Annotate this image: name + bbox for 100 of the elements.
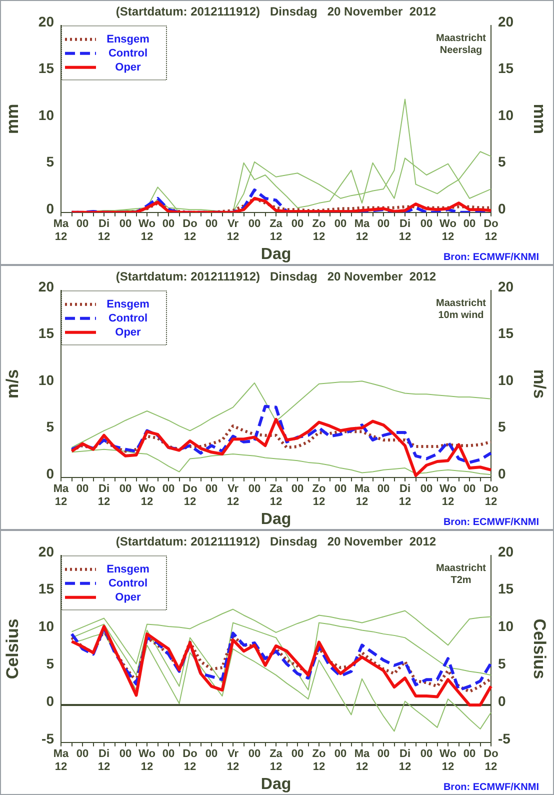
y2-tick-label: 15 [498,325,514,342]
x-tick-label: Di 12 [398,218,412,244]
x-tick-label: 00 [162,483,175,496]
x-tick-label: Zo 12 [312,483,326,508]
x-tick-label: Vr 12 [226,483,240,508]
y2-tick-label: 5 [498,655,506,672]
y2-tick-label: 5 [498,418,506,435]
x-tick-label: Do 12 [484,483,499,508]
y2-tick-label: 20 [498,13,514,30]
x-tick-label: 00 [334,218,347,230]
y-axis-title: m/s [2,369,22,399]
x-tick-label: Zo 12 [312,218,326,244]
x-tick-label: 00 [291,748,304,760]
x-tick-label: Za 12 [270,483,284,508]
x-tick-label: Do 12 [484,748,499,774]
legend-label: Ensgem [106,298,150,310]
x-axis-title: Dag [260,510,292,528]
y2-axis-title: Celsius [530,618,550,680]
y-axis-title: Celsius [2,618,22,680]
annotation: Maastricht 10m wind [436,298,487,322]
x-tick-label: Do 12 [182,218,198,244]
x-tick-label: Wo 12 [138,218,156,244]
y-tick-label: 15 [38,60,54,76]
x-tick-label: Wo 12 [440,483,457,508]
x-tick-label: Vr 12 [226,748,240,774]
x-tick-label: 00 [291,483,304,496]
x-tick-label: 00 [420,483,433,496]
y2-axis-title: m/s [530,369,550,399]
text: Bron: ECMWF/KNMI [443,252,540,263]
y2-tick-label: 20 [498,278,514,294]
y2-tick-label: -5 [498,730,511,746]
x-tick-label: Di 12 [398,748,412,774]
y-tick-label: 15 [38,580,54,597]
legend-label: Oper [115,61,142,74]
x-tick-label: Do 12 [484,218,499,244]
x-tick-label: 00 [377,748,390,760]
y2-tick-label: 0 [498,465,506,482]
y-tick-label: 15 [38,325,54,342]
y-tick-label: 10 [38,106,54,123]
x-tick-label: 00 [463,218,476,230]
y-tick-label: 20 [38,278,54,294]
x-tick-label: Ma 12 [354,218,371,244]
x-tick-label: Wo 12 [138,748,156,774]
x-tick-label: Zo 12 [312,748,326,774]
y-tick-label: 0 [46,692,54,709]
y-tick-label: 5 [46,655,54,672]
x-tick-label: 00 [76,748,89,760]
y-tick-label: -5 [42,730,54,746]
y-tick-label: 10 [38,618,54,634]
x-tick-label: Ma 12 [53,218,70,244]
x-tick-label: Vr 12 [226,218,240,244]
chart-title: (Startdatum: 2012111912) Dinsdag 20 November 2012 [116,534,436,549]
x-tick-label: 00 [205,218,218,230]
legend-label: Control [108,577,148,590]
y2-tick-label: 15 [498,580,514,597]
x-tick-label: 00 [119,218,132,230]
y-tick-label: 20 [38,543,54,560]
x-tick-label: 00 [463,483,476,496]
annotation: Maastricht Neerslag [436,33,487,56]
x-tick-label: 00 [334,483,347,496]
y-tick-label: 5 [46,418,54,435]
legend-label: Ensgem [106,33,150,46]
y-tick-label: 10 [38,372,54,388]
y-tick-label: 20 [38,13,54,30]
x-axis-title: Dag [260,776,292,793]
x-tick-label: 00 [248,218,261,230]
y2-tick-label: 0 [498,200,506,216]
chart-title: (Startdatum: 2012111912) Dinsdag 20 November 2012 [116,4,436,19]
legend-label: Ensgem [106,563,150,576]
x-tick-label: Di 12 [98,218,110,244]
x-tick-label: 00 [119,483,132,496]
x-tick-label: Za 12 [270,748,284,774]
x-tick-label: Di 12 [98,483,110,508]
y-tick-label: 0 [46,465,54,482]
x-tick-label: 00 [162,218,175,230]
x-tick-label: Do 12 [182,483,198,508]
x-tick-label: 00 [76,483,89,496]
x-tick-label: Wo 12 [138,483,156,508]
x-tick-label: 00 [248,483,261,496]
x-tick-label: 00 [291,218,304,230]
x-tick-label: Di 12 [398,483,412,508]
y2-axis-title: mm [530,104,550,134]
x-tick-label: 00 [377,483,390,496]
x-tick-label: 00 [420,748,433,760]
y2-tick-label: 0 [498,692,506,709]
legend-label: Oper [115,326,142,338]
text: Bron: ECMWF/KNMI [443,782,540,793]
y2-tick-label: 10 [498,106,514,123]
x-tick-label: Ma 12 [354,748,371,774]
y-tick-label: 5 [46,154,54,170]
legend-label: Control [108,312,148,324]
x-tick-label: 00 [76,218,89,230]
y2-tick-label: 5 [498,154,506,170]
legend-label: Control [108,47,148,60]
x-tick-label: Ma 12 [53,483,70,508]
y-tick-label: 0 [46,200,54,216]
x-tick-label: 00 [420,218,433,230]
x-tick-label: 00 [377,218,390,230]
annotation: Maastricht T2m [436,563,487,586]
x-tick-label: Wo 12 [440,748,457,774]
